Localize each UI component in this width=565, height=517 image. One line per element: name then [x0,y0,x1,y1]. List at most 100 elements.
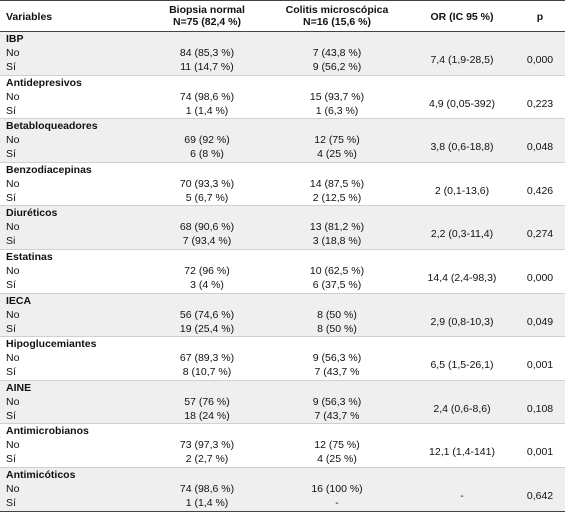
group1-value-no: 69 (92 %) [184,134,230,147]
odds-ratio: 2,2 (0,3-11,4) [430,228,494,241]
row-label-no: No [6,439,20,452]
group2-value-no: 13 (81,2 %) [309,221,365,234]
odds-ratio: 3,8 (0,6-18,8) [430,141,494,154]
table-row-group: Betabloqueadores No Sí 69 (92 %) 6 (8 %) 12 (… [0,119,565,163]
variable-name: AINE [6,381,32,394]
group2-value-si: 4 (25 %) [317,453,357,466]
odds-ratio: 2 (0,1-13,6) [434,184,490,197]
row-label-si: Sí [6,61,16,73]
group1-value-no: 67 (89,3 %) [179,352,235,365]
header-or: OR (IC 95 %) [430,11,494,23]
variable-name: Antimicrobianos [6,425,89,438]
group1-value-no: 84 (85,3 %) [179,47,235,59]
group2-value-si: 6 (37,5 %) [312,278,362,291]
odds-ratio: 12,1 (1,4-141) [429,446,495,459]
row-label-no: No [6,90,20,103]
table-row-group: Benzodiacepinas No Sí 70 (93,3 %) 5 (6,7 %) 1… [0,163,565,207]
variable-name: Hipoglucemiantes [6,338,97,351]
p-value: 0,642 [526,489,554,502]
odds-ratio: - [460,489,464,502]
row-label-si: Sí [6,453,16,466]
row-label-no: No [6,352,20,365]
variable-name: IECA [6,294,32,307]
row-label-no: No [6,47,20,59]
p-value: 0,049 [526,315,554,328]
group1-value-no: 56 (74,6 %) [179,308,235,321]
variable-name: Antidepresivos [6,76,82,89]
table-row-group: Antidepresivos No Sí 74 (98,6 %) 1 (1,4 %) 15… [0,76,565,120]
row-label-si: Sí [6,104,16,117]
group2-value-no: 10 (62,5 %) [309,264,365,277]
group2-value-si: 8 (50 %) [317,322,357,335]
row-label-si: Sí [6,409,16,422]
group1-value-si: 6 (8 %) [190,148,224,161]
row-label-no: No [6,177,20,190]
row-label-si: Sí [6,366,16,379]
group1-value-si: 2 (2,7 %) [185,453,229,466]
group1-value-no: 57 (76 %) [184,395,230,408]
row-label-si: Sí [6,191,16,204]
group2-value-no: 7 (43,8 %) [312,47,362,59]
group2-value-no: 15 (93,7 %) [309,90,365,103]
p-value: 0,001 [526,359,554,372]
odds-ratio: 4,9 (0,05-392) [429,97,495,110]
group1-value-si: 3 (4 %) [190,278,224,291]
header-variables: Variables [6,11,53,23]
group2-value-no: 8 (50 %) [317,308,357,321]
row-label-no: No [6,482,20,495]
group2-value-si: 3 (18,8 %) [312,235,362,248]
group1-value-si: 8 (10,7 %) [182,366,232,379]
header-p: p [536,11,544,23]
group1-value-no: 74 (98,6 %) [179,482,235,495]
variable-name: Estatinas [6,250,53,263]
group1-value-no: 74 (98,6 %) [179,90,235,103]
group2-value-no: 12 (75 %) [314,439,360,452]
row-label-si: Sí [6,496,16,509]
group1-value-no: 72 (96 %) [184,264,230,277]
group1-value-si: 5 (6,7 %) [185,191,229,204]
group2-value-si: 1 (6,3 %) [315,104,359,117]
table-body: IBP No Sí 84 (85,3 %) 11 (14,7 %) 7 (43,8 %) 9… [0,32,565,512]
table-header: Variables Biopsia normal N=75 (82,4 %) C… [0,0,565,32]
table-row-group: Diuréticos No Si 68 (90,6 %) 7 (93,4 %) 13 (8… [0,206,565,250]
header-group2-n: N=16 (15,6 %) [303,16,371,28]
group2-value-si: 2 (12,5 %) [312,191,362,204]
variable-name: IBP [6,33,24,45]
group1-value-si: 7 (93,4 %) [182,235,232,248]
p-value: 0,001 [526,446,554,459]
p-value: 0,426 [526,184,554,197]
variable-name: Antimicóticos [6,468,76,481]
table-row-group: Estatinas No Sí 72 (96 %) 3 (4 %) 10 (62,5 %)… [0,250,565,294]
group1-value-no: 73 (97,3 %) [179,439,235,452]
variable-name: Betabloqueadores [6,120,98,133]
p-value: 0,108 [526,402,554,415]
row-label-si: Sí [6,278,16,291]
group1-value-si: 1 (1,4 %) [185,496,229,509]
p-value: 0,048 [526,141,554,154]
group2-value-no: 12 (75 %) [314,134,360,147]
group2-value-si: 7 (43,7 % [314,366,360,379]
table-row-group: IBP No Sí 84 (85,3 %) 11 (14,7 %) 7 (43,8 %) 9… [0,32,565,76]
row-label-si: Si [6,235,16,248]
p-value: 0,000 [526,54,554,66]
group2-value-si: 4 (25 %) [317,148,357,161]
group2-value-no: 16 (100 %) [311,482,363,495]
group2-value-si: - [335,496,339,509]
odds-ratio: 2,9 (0,8-10,3) [430,315,494,328]
header-group2: Colitis microscópica N=16 (15,6 %) [272,4,402,28]
group2-value-si: 7 (43,7 % [314,409,360,422]
group2-value-no: 9 (56,3 %) [312,395,362,408]
table-row-group: Antimicrobianos No Sí 73 (97,3 %) 2 (2,7 %) 1… [0,424,565,468]
group1-value-si: 18 (24 %) [184,409,230,422]
table-row-group: Hipoglucemiantes No Sí 67 (89,3 %) 8 (10,7 %… [0,337,565,381]
variable-name: Benzodiacepinas [6,163,92,176]
row-label-no: No [6,134,20,147]
p-value: 0,274 [526,228,554,241]
row-label-no: No [6,395,20,408]
odds-ratio: 6,5 (1,5-26,1) [430,359,494,372]
group1-value-si: 19 (25,4 %) [179,322,235,335]
group1-value-si: 11 (14,7 %) [180,61,234,73]
group1-value-no: 68 (90,6 %) [179,221,235,234]
row-label-no: No [6,264,20,277]
